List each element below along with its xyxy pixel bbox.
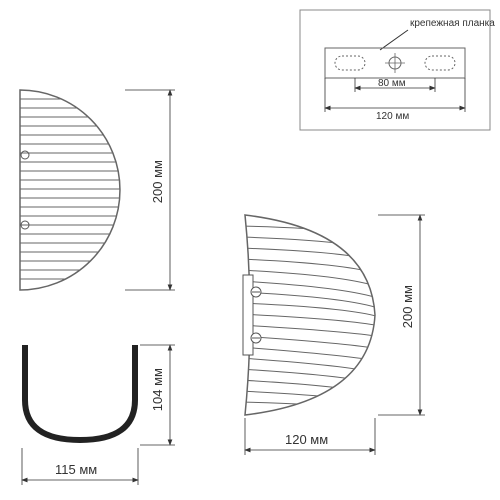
u-height-label: 104 мм [150, 368, 165, 411]
side-height-label: 200 мм [400, 285, 415, 328]
side-view [240, 215, 425, 455]
bottom-u-shape [22, 345, 175, 485]
side-width-label: 120 мм [285, 432, 328, 447]
front-height-label: 200 мм [150, 160, 165, 203]
inset-80-label: 80 мм [378, 78, 406, 89]
inset-label: крепежная планка [410, 18, 495, 29]
inset-120-label: 120 мм [376, 111, 409, 122]
drawing-svg [0, 0, 500, 500]
technical-drawing: крепежная планка 80 мм 120 мм 200 мм 200… [0, 0, 500, 500]
u-width-label: 115 мм [55, 462, 97, 477]
